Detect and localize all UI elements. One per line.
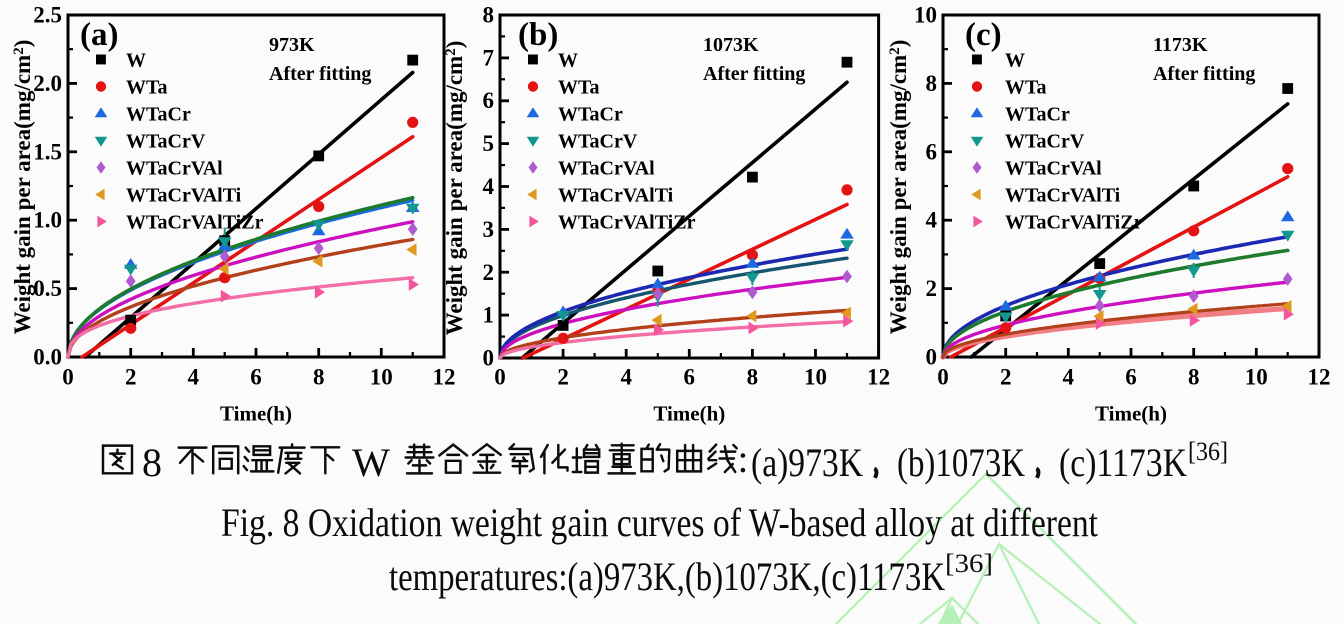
svg-text:0.0: 0.0 — [33, 345, 62, 370]
svg-text:2: 2 — [483, 260, 495, 285]
svg-text:WTaCrV: WTaCrV — [1005, 131, 1085, 153]
svg-text:WTa: WTa — [126, 77, 168, 99]
svg-text:Fig. 8 Oxidation weight gain c: Fig. 8 Oxidation weight gain curves of W… — [221, 500, 1098, 545]
svg-text:Weight gain per area(mg/cm2): Weight gain per area(mg/cm2) — [442, 41, 467, 336]
svg-text:8: 8 — [747, 365, 759, 390]
svg-text:0: 0 — [937, 365, 949, 390]
svg-text:2: 2 — [1000, 365, 1012, 390]
svg-text:W: W — [1005, 50, 1025, 72]
svg-text:8: 8 — [1188, 365, 1200, 390]
svg-text:WTaCrVAl: WTaCrVAl — [558, 158, 655, 180]
svg-text:4: 4 — [483, 174, 495, 199]
svg-text:(a): (a) — [80, 17, 118, 53]
svg-text:WTaCrVAlTiZr: WTaCrVAlTiZr — [1005, 212, 1143, 234]
svg-text:973K: 973K — [269, 34, 315, 56]
svg-text:Weight gain per area(mg/cm2): Weight gain per area(mg/cm2) — [10, 40, 35, 335]
svg-text:6: 6 — [926, 139, 938, 164]
svg-text:5: 5 — [483, 131, 495, 156]
svg-text:WTaCrVAlTi: WTaCrVAlTi — [126, 185, 242, 207]
svg-text:WTaCr: WTaCr — [1005, 104, 1070, 126]
svg-text:WTa: WTa — [558, 77, 600, 99]
svg-text:2: 2 — [926, 276, 938, 301]
svg-text:(b)1073K: (b)1073K — [897, 440, 1025, 485]
svg-text:WTaCrVAl: WTaCrVAl — [1005, 158, 1102, 180]
svg-text:Time(h): Time(h) — [1095, 402, 1167, 426]
svg-text:2.0: 2.0 — [33, 71, 62, 96]
svg-text:Weight gain per area(mg/cm2): Weight gain per area(mg/cm2) — [886, 40, 911, 335]
svg-text:10: 10 — [804, 365, 827, 390]
svg-text:WTaCr: WTaCr — [126, 104, 191, 126]
svg-text:WTaCrVAlTiZr: WTaCrVAlTiZr — [126, 212, 264, 234]
svg-text:8: 8 — [483, 3, 495, 28]
svg-text:After fitting: After fitting — [1153, 63, 1255, 85]
svg-text:W: W — [352, 440, 390, 485]
svg-text:W: W — [558, 50, 578, 72]
svg-text:2.5: 2.5 — [33, 3, 62, 28]
svg-text:Time(h): Time(h) — [653, 402, 725, 426]
svg-text:12: 12 — [1308, 365, 1331, 390]
svg-text:(b): (b) — [518, 17, 558, 53]
svg-text:6: 6 — [684, 365, 696, 390]
svg-text:4: 4 — [926, 208, 938, 233]
svg-text:Time(h): Time(h) — [220, 402, 292, 426]
svg-text:After fitting: After fitting — [703, 63, 805, 85]
svg-text:1073K: 1073K — [703, 34, 759, 56]
svg-text:6: 6 — [1125, 365, 1137, 390]
svg-text:6: 6 — [483, 88, 495, 113]
svg-text:WTaCrV: WTaCrV — [558, 131, 638, 153]
svg-text:2: 2 — [557, 365, 569, 390]
svg-text:WTaCr: WTaCr — [558, 104, 623, 126]
svg-text:10: 10 — [1245, 365, 1268, 390]
svg-text:4: 4 — [188, 365, 200, 390]
svg-text:WTaCrVAlTiZr: WTaCrVAlTiZr — [558, 212, 696, 234]
svg-text:8: 8 — [142, 440, 162, 485]
svg-text:(a)973K: (a)973K — [751, 440, 863, 485]
svg-text:1: 1 — [483, 303, 495, 328]
svg-text:WTaCrVAl: WTaCrVAl — [126, 158, 223, 180]
svg-text:WTaCrVAlTi: WTaCrVAlTi — [1005, 185, 1121, 207]
svg-text:10: 10 — [914, 3, 937, 28]
svg-text:12: 12 — [867, 365, 890, 390]
svg-text:(c): (c) — [965, 17, 1002, 53]
svg-text:(c)1173K: (c)1173K — [1059, 440, 1187, 485]
svg-text:7: 7 — [483, 45, 495, 70]
svg-text:2: 2 — [125, 365, 137, 390]
svg-text:8: 8 — [313, 365, 325, 390]
svg-text:[36]: [36] — [945, 549, 993, 578]
svg-text:1.5: 1.5 — [33, 139, 62, 164]
svg-text:8: 8 — [926, 71, 938, 96]
svg-text:12: 12 — [433, 365, 456, 390]
svg-text:3: 3 — [483, 217, 495, 242]
svg-text:After fitting: After fitting — [269, 63, 371, 85]
svg-text:4: 4 — [1063, 365, 1075, 390]
svg-text:10: 10 — [370, 365, 393, 390]
svg-text:0: 0 — [926, 345, 938, 370]
svg-text:0: 0 — [483, 346, 495, 371]
svg-text:6: 6 — [250, 365, 262, 390]
svg-text:[36]: [36] — [1188, 437, 1228, 466]
svg-text:WTa: WTa — [1005, 77, 1047, 99]
svg-text:1173K: 1173K — [1153, 34, 1208, 56]
svg-text:4: 4 — [620, 365, 632, 390]
svg-text:0.5: 0.5 — [33, 276, 62, 301]
svg-text:1.0: 1.0 — [33, 208, 62, 233]
svg-text:0: 0 — [62, 365, 74, 390]
svg-text:temperatures:(a)973K,(b)1073K,: temperatures:(a)973K,(b)1073K,(c)1173K — [389, 554, 945, 599]
svg-text:WTaCrV: WTaCrV — [126, 131, 206, 153]
svg-text:0: 0 — [494, 365, 506, 390]
svg-text:WTaCrVAlTi: WTaCrVAlTi — [558, 185, 674, 207]
svg-text:W: W — [126, 50, 146, 72]
